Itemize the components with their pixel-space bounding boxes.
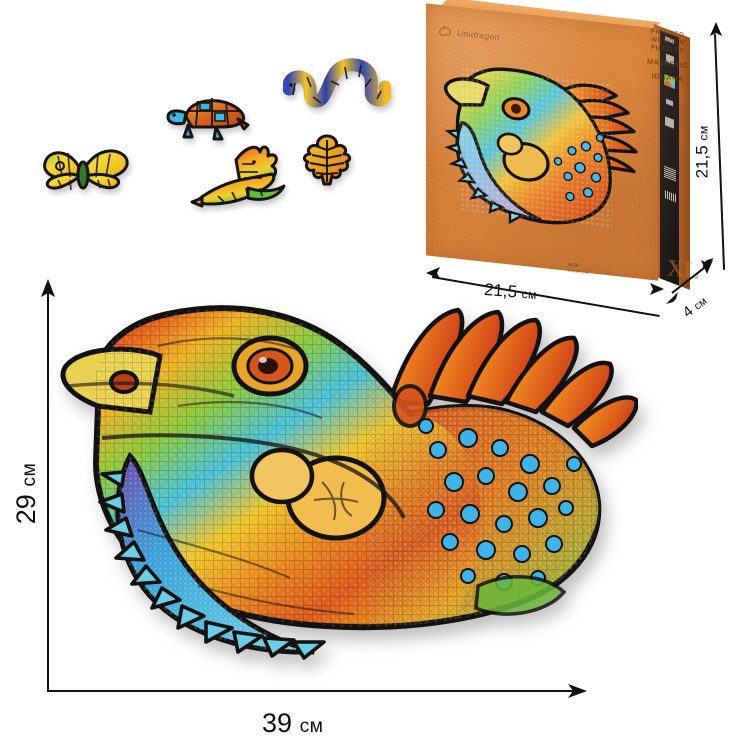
product-box: Unidragon FIGURED WOODEN PUZZLES MAJESTI… bbox=[418, 0, 704, 290]
box-width-arrow-left bbox=[426, 267, 440, 279]
figure-piece-butterfly bbox=[38, 140, 130, 210]
box-width-arrow-right bbox=[650, 283, 664, 295]
box-height-arrow-top bbox=[710, 22, 722, 36]
barcode bbox=[663, 189, 676, 203]
figure-piece-leaf bbox=[296, 130, 358, 192]
box-depth-label: 4 см bbox=[679, 295, 710, 322]
box-depth-arrow-start bbox=[666, 292, 678, 304]
spine-label-3 bbox=[666, 98, 673, 107]
box-depth-arrow-end bbox=[702, 258, 714, 270]
unidragon-mark-icon bbox=[439, 26, 451, 36]
main-puzzle-iguana bbox=[38, 286, 639, 678]
size-value: 39x29 CM bbox=[568, 267, 589, 276]
figure-piece-turtle bbox=[162, 83, 258, 143]
box-height-label: 21,5 см bbox=[692, 125, 712, 179]
spine-label-4 bbox=[665, 116, 674, 129]
box-size-info: SIZE 39x29 CM bbox=[568, 262, 589, 275]
box-cover-text: FIGURED WOODEN PUZZLES MAJESTIC IGUANA bbox=[647, 28, 688, 85]
puzzle-height-arrow-top bbox=[41, 279, 55, 297]
size-badge-xl: XL bbox=[666, 255, 698, 285]
cover-title-line-1: MAJESTIC bbox=[646, 56, 688, 71]
qr-code bbox=[663, 164, 676, 182]
brand-logo: Unidragon bbox=[438, 25, 500, 43]
puzzle-width-label: 39 см bbox=[262, 708, 324, 738]
figure-piece-snake bbox=[282, 55, 392, 115]
iguana-eye bbox=[231, 335, 309, 397]
figure-piece-bird bbox=[188, 140, 292, 218]
box-cover-iguana-artwork bbox=[443, 66, 638, 230]
puzzle-width-arrow-right bbox=[568, 684, 587, 698]
